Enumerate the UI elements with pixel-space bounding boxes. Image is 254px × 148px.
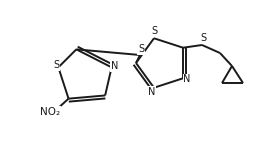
Text: N: N [183,74,190,84]
Text: S: S [137,44,144,54]
Text: S: S [53,60,59,70]
Text: N: N [148,87,155,97]
Text: NO₂: NO₂ [40,107,60,117]
Text: S: S [199,33,205,43]
Text: S: S [150,26,156,36]
Text: N: N [110,61,118,71]
